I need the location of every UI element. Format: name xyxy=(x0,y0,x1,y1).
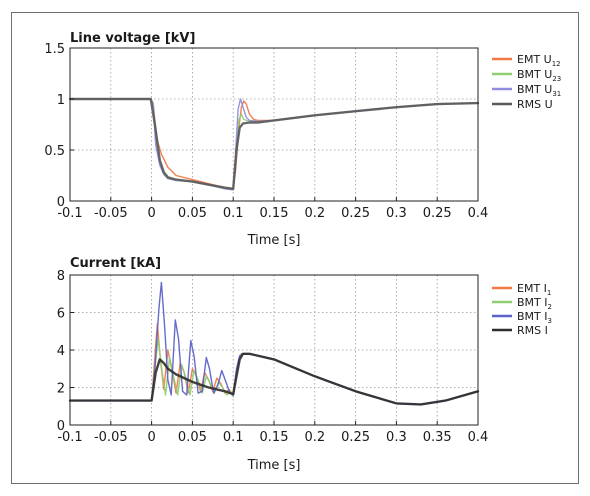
voltage-x-tick-label: 0.4 xyxy=(468,206,489,221)
current-x-tick-label: 0.35 xyxy=(423,430,452,445)
current-chart-title: Current [kA] xyxy=(70,256,161,271)
current-x-tick-label: 0.3 xyxy=(386,430,407,445)
voltage-x-tick-label: -0.05 xyxy=(94,206,128,221)
voltage-x-tick-label: 0.2 xyxy=(304,206,325,221)
voltage-x-tick-label: 0.3 xyxy=(386,206,407,221)
voltage-x-tick-label: -0.1 xyxy=(57,206,82,221)
voltage-y-tick-label: 0.5 xyxy=(44,144,65,159)
voltage-chart-title: Line voltage [kV] xyxy=(70,31,195,46)
current-x-tick-label: 0 xyxy=(147,430,155,445)
voltage-x-tick-label: 0.25 xyxy=(423,206,452,221)
current-chart: Current [kA] -0.1 -0.05 0 0.05 0.1 0.15 0.2 0.2… xyxy=(57,256,552,473)
current-legend-label: BMT I3 xyxy=(517,310,552,325)
voltage-legend-label: BMT U31 xyxy=(517,83,561,98)
voltage-series-line-3 xyxy=(68,97,480,190)
current-x-tick-label: 0.4 xyxy=(468,430,489,445)
voltage-x-axis-label: Time [s] xyxy=(247,233,301,248)
current-x-axis-label: Time [s] xyxy=(247,458,301,473)
current-x-tick-label: 0.1 xyxy=(223,430,244,445)
voltage-x-tick-label: 0.05 xyxy=(178,206,207,221)
current-y-tick-label: 0 xyxy=(57,419,65,434)
current-x-tick-label: -0.05 xyxy=(94,430,128,445)
current-y-tick-label: 4 xyxy=(57,344,65,359)
voltage-x-tick-label: 0 xyxy=(147,206,155,221)
current-y-tick-label: 8 xyxy=(57,269,65,284)
current-x-tick-label: 0.05 xyxy=(178,430,207,445)
current-x-tick-label: 0.15 xyxy=(260,430,289,445)
voltage-x-tick-label: 0.15 xyxy=(260,206,289,221)
voltage-legend-label: BMT U23 xyxy=(517,68,561,83)
voltage-y-tick-label: 1.5 xyxy=(44,42,65,57)
current-y-tick-label: 6 xyxy=(57,307,65,322)
current-y-tick-label: 2 xyxy=(57,382,65,397)
current-legend-label: EMT I1 xyxy=(517,282,551,297)
current-legend-label: BMT I2 xyxy=(517,296,552,311)
voltage-y-tick-label: 1 xyxy=(57,93,65,108)
voltage-x-tick-label: 0.25 xyxy=(341,206,370,221)
voltage-legend-label: RMS U xyxy=(517,98,553,111)
current-x-tick-label: 0.25 xyxy=(341,430,370,445)
figure-frame xyxy=(11,12,579,484)
voltage-legend-label: EMT U12 xyxy=(517,53,561,68)
voltage-x-tick-label: 0.1 xyxy=(223,206,244,221)
voltage-y-tick-label: 0 xyxy=(57,195,65,210)
current-legend-label: RMS I xyxy=(517,324,548,337)
current-x-tick-label: -0.1 xyxy=(57,430,82,445)
current-series-line-3 xyxy=(68,352,480,406)
voltage-chart: Line voltage [kV] -0.1 -0.05 0 0.05 0.1 0.15 0… xyxy=(44,31,561,248)
current-x-tick-label: 0.2 xyxy=(304,430,325,445)
